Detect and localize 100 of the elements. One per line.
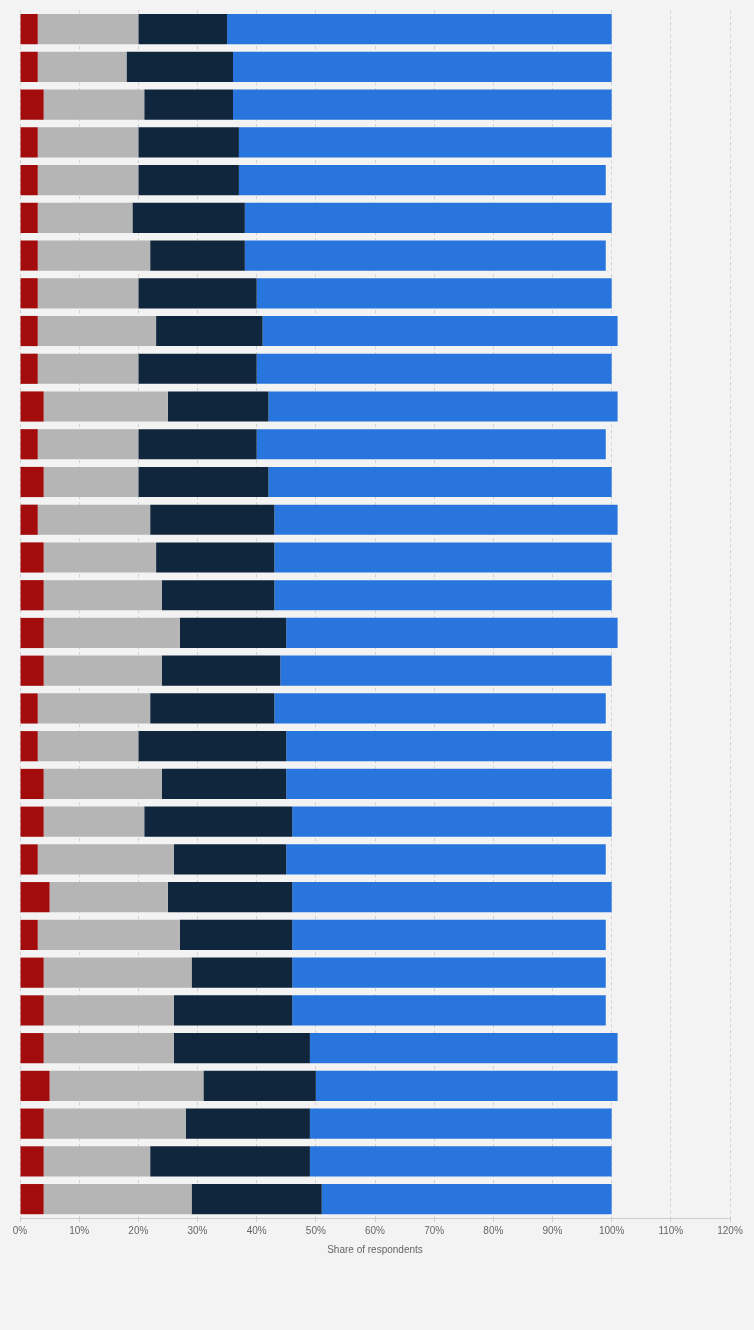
bar: [185, 1108, 310, 1139]
bar: [43, 655, 162, 686]
bar: [262, 315, 618, 347]
bar: [20, 693, 38, 724]
bar: [162, 768, 287, 800]
bar: [43, 1146, 151, 1177]
bar: [138, 731, 287, 762]
bar: [321, 1184, 612, 1215]
bar: [309, 1033, 618, 1064]
bar: [138, 164, 239, 196]
bar: [43, 1108, 186, 1139]
bar: [179, 617, 287, 649]
bar: [292, 957, 606, 988]
bar: [20, 391, 44, 422]
bar: [144, 89, 233, 120]
bar: [286, 768, 612, 800]
bar: [274, 504, 618, 535]
bar: [37, 844, 174, 875]
x-tick-label: 20%: [128, 1224, 149, 1236]
x-axis-title: Share of respondents: [327, 1243, 423, 1255]
bar: [37, 315, 157, 347]
bar: [20, 429, 38, 460]
bar: [37, 693, 151, 724]
bar: [20, 240, 38, 271]
bar: [43, 391, 168, 422]
x-tick-label: 120%: [717, 1224, 743, 1236]
bar: [292, 882, 612, 913]
bar: [20, 919, 38, 951]
bar: [20, 164, 38, 196]
bar: [150, 240, 245, 271]
bar: [256, 429, 606, 460]
bar: [144, 806, 293, 837]
bar: [233, 89, 612, 120]
bar: [309, 1146, 612, 1177]
bar: [20, 806, 44, 837]
bar: [43, 995, 174, 1026]
bar: [162, 580, 275, 611]
bar: [43, 89, 145, 120]
bar: [138, 353, 257, 384]
bar: [37, 429, 139, 460]
bar: [20, 655, 44, 686]
bar: [20, 353, 38, 384]
x-tick-label: 0%: [12, 1224, 28, 1236]
bar: [268, 391, 618, 422]
bar: [20, 466, 44, 498]
bar: [292, 806, 612, 837]
bar: [167, 882, 293, 913]
bar: [138, 466, 269, 498]
bar: [244, 240, 606, 271]
bar: [138, 429, 257, 460]
bar: [227, 13, 612, 45]
bar: [43, 542, 157, 573]
bar: [156, 542, 275, 573]
bar: [173, 1033, 310, 1064]
bar: [191, 1184, 322, 1215]
bar: [126, 51, 233, 82]
bar: [233, 51, 612, 82]
bar: [309, 1108, 612, 1139]
x-tick-label: 70%: [424, 1224, 445, 1236]
bar: [20, 844, 38, 875]
bar: [20, 1033, 44, 1064]
bar: [37, 164, 139, 196]
bar: [280, 655, 612, 686]
bar: [20, 731, 38, 762]
bar: [20, 504, 38, 535]
bar: [292, 919, 606, 951]
bar: [292, 995, 606, 1026]
bar: [150, 693, 275, 724]
bar: [20, 768, 44, 800]
bar: [274, 693, 606, 724]
bar: [20, 278, 38, 309]
bar: [37, 278, 139, 309]
bar: [173, 844, 287, 875]
bar: [179, 919, 293, 951]
bar: [274, 542, 612, 573]
bar: [138, 278, 257, 309]
bar: [256, 278, 612, 309]
bar: [156, 315, 263, 347]
bar: [20, 1184, 44, 1215]
bar: [20, 1146, 44, 1177]
bar: [20, 617, 44, 649]
bar: [49, 882, 168, 913]
bar: [20, 1070, 50, 1101]
bar: [162, 655, 281, 686]
bar: [286, 617, 618, 649]
bar: [20, 315, 38, 347]
bar: [138, 13, 228, 45]
bar: [20, 89, 44, 120]
bar: [238, 164, 606, 196]
x-tick-label: 50%: [305, 1224, 326, 1236]
bar: [43, 1184, 192, 1215]
bar: [274, 580, 612, 611]
bar: [203, 1070, 316, 1101]
x-tick-label: 60%: [364, 1224, 386, 1236]
x-tick-label: 30%: [187, 1224, 208, 1236]
x-tick-label: 90%: [542, 1224, 563, 1236]
bar: [43, 806, 145, 837]
bar: [43, 1033, 174, 1064]
bar: [268, 466, 612, 498]
bar: [37, 127, 139, 158]
